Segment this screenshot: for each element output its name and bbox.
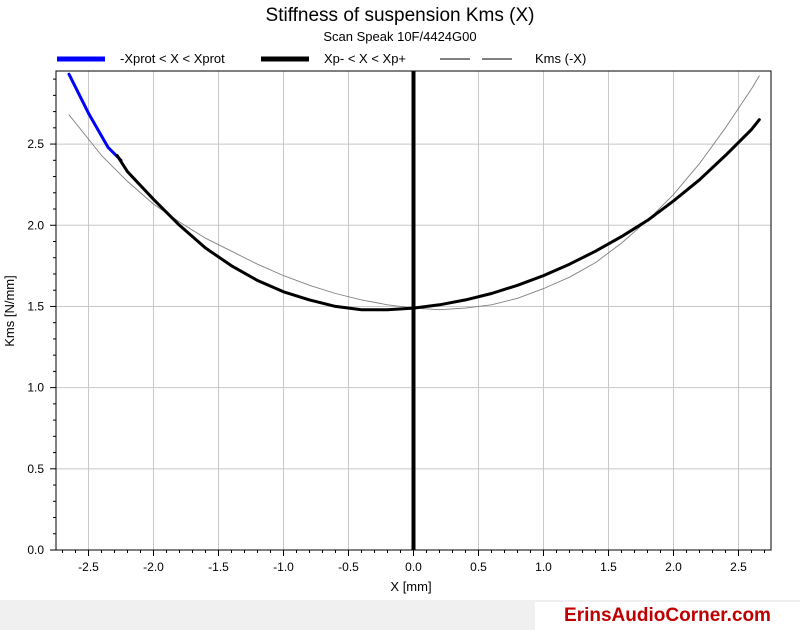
- x-axis-label: X [mm]: [390, 579, 431, 594]
- chart-subtitle: Scan Speak 10F/4424G00: [323, 29, 476, 44]
- y-axis-label: Kms [N/mm]: [2, 275, 17, 347]
- x-tick-label: -1.0: [273, 560, 294, 574]
- y-tick-label: 1.5: [27, 299, 44, 313]
- axis-ticks: -2.5 -2.0 -1.5 -1.0 -0.5 0.0 0.5 1.0 1.5 2.0 2.5 0.…: [27, 78, 765, 574]
- legend-label: Xp- < X < Xp+: [324, 51, 406, 66]
- series-line-2: [68, 75, 760, 311]
- y-tick-label: 2.5: [27, 137, 44, 151]
- kms-chart: Stiffness of suspension Kms (X) Scan Spe…: [2, 5, 772, 594]
- y-tick-label: 0.5: [27, 462, 44, 476]
- x-tick-label: 1.5: [600, 560, 617, 574]
- x-tick-label: 1.0: [535, 560, 552, 574]
- series-line-0: [67, 72, 123, 162]
- x-tick-label: 2.5: [730, 560, 747, 574]
- watermark: ErinsAudioCorner.com: [535, 602, 800, 630]
- y-tick-label: 0.0: [27, 543, 44, 557]
- x-tick-label: -2.5: [78, 560, 99, 574]
- y-tick-label: 1.0: [27, 381, 44, 395]
- x-tick-label: -1.5: [208, 560, 229, 574]
- x-tick-label: -0.5: [338, 560, 359, 574]
- legend-label: Kms (-X): [535, 51, 586, 66]
- x-tick-label: 2.0: [665, 560, 682, 574]
- x-tick-label: 0.5: [470, 560, 487, 574]
- y-tick-label: 2.0: [27, 218, 44, 232]
- series-layer: [67, 71, 761, 550]
- x-tick-label: 0.0: [405, 560, 422, 574]
- legend: -Xprot < X < Xprot Xp- < X < Xp+ Kms (-X): [57, 51, 586, 66]
- x-tick-label: -2.0: [143, 560, 164, 574]
- series-line-1: [115, 118, 761, 312]
- chart-title: Stiffness of suspension Kms (X): [266, 5, 535, 26]
- legend-label: -Xprot < X < Xprot: [120, 51, 225, 66]
